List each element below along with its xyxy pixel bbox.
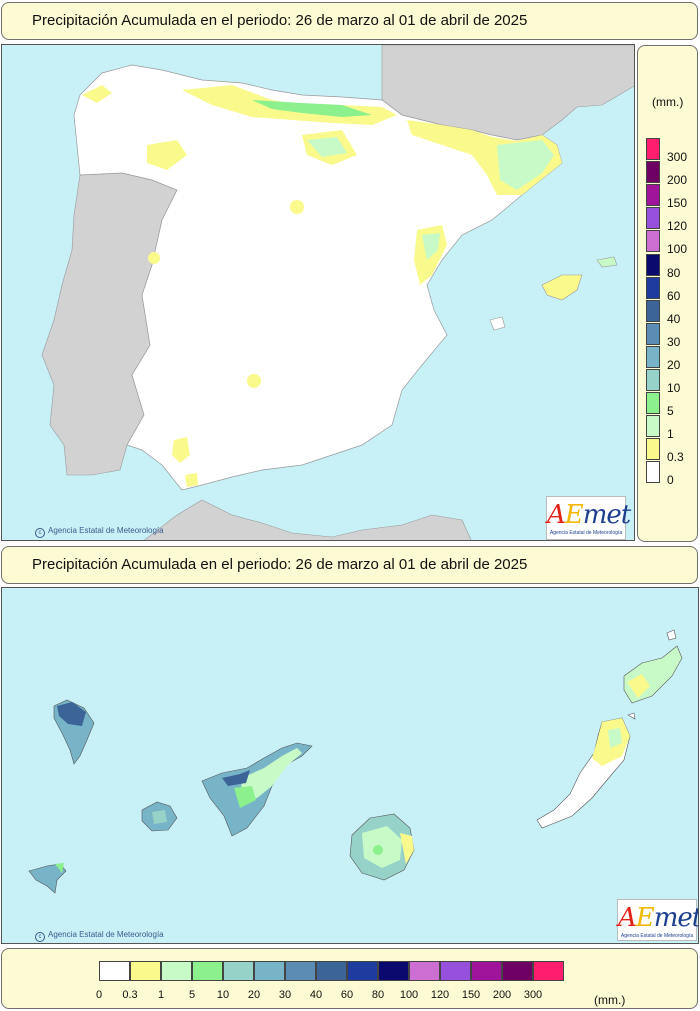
- legend-label: 300: [667, 150, 688, 164]
- legend-swatch: [533, 961, 564, 981]
- legend-swatch: [646, 369, 660, 391]
- legend-swatch: [440, 961, 471, 981]
- legend-label: 20: [667, 357, 681, 372]
- canarias-map-graphic: [28, 629, 683, 894]
- legend-swatch: [223, 961, 254, 981]
- legend-swatch: [646, 276, 660, 299]
- legend-swatch: [471, 961, 502, 981]
- legend-swatch: [192, 961, 223, 981]
- legend-label: 20: [247, 989, 261, 1001]
- legend-unit-horizontal: (mm.): [594, 993, 626, 1007]
- aemet-logo-canarias: AEmet Agencia Estatal de Meteorología: [617, 899, 698, 941]
- legend-label: 5: [667, 404, 674, 419]
- legend-swatch: [646, 253, 660, 276]
- legend-swatch: [646, 345, 660, 368]
- legend-label: 5: [188, 989, 196, 1001]
- legend-unit: (mm.): [652, 95, 684, 109]
- legend-label: 0.3: [667, 450, 684, 465]
- legend-label: 150: [461, 989, 481, 1001]
- legend-swatch: [646, 415, 660, 438]
- peninsula-map: c Agencia Estatal de Meteorología AEmet A…: [1, 44, 635, 541]
- legend-label: 1: [667, 427, 674, 442]
- legend-swatch: [646, 184, 660, 207]
- legend-label: 10: [216, 989, 230, 1001]
- legend-label: 80: [371, 989, 385, 1001]
- legend-label: 80: [667, 265, 681, 280]
- legend-label: 30: [278, 989, 292, 1001]
- legend-swatch: [646, 207, 660, 230]
- legend-label: 120: [430, 989, 450, 1001]
- peninsula-credit: c Agencia Estatal de Meteorología: [35, 526, 164, 538]
- legend-swatch: [646, 438, 660, 461]
- aemet-logo: AEmet Agencia Estatal de Meteorología: [546, 496, 631, 540]
- legend-swatch: [646, 322, 660, 345]
- legend-label: 150: [667, 196, 688, 211]
- legend-swatch: [646, 461, 660, 484]
- legend-label: 40: [309, 989, 323, 1001]
- legend-swatch: [347, 961, 378, 981]
- legend-label: 120: [667, 219, 688, 234]
- legend-label: 200: [667, 173, 688, 188]
- legend-swatch: [646, 299, 660, 322]
- legend-swatch: [316, 961, 347, 981]
- legend-label: 100: [399, 989, 419, 1001]
- legend-vertical: (mm.) 300 200 150 120 100 80 60 40 30 20 10 5 1 0.3 0: [637, 45, 698, 542]
- legend-swatch: [646, 392, 660, 415]
- legend-horizontal: 0 0.3 1 5 10 20 30 40 60 80 100 120 150 200 300 (mm.): [1, 948, 698, 1009]
- legend-label: 1: [157, 989, 165, 1001]
- canarias-credit: c Agencia Estatal de Meteorología: [35, 930, 164, 942]
- legend-swatch: [502, 961, 533, 981]
- canarias-map-title: Precipitación Acumulada en el periodo: 2…: [1, 546, 698, 584]
- legend-swatch: [409, 961, 440, 981]
- legend-label: 100: [667, 242, 688, 257]
- canarias-map: c Agencia Estatal de Meteorología AEmet A…: [1, 587, 699, 944]
- legend-label: 10: [667, 381, 681, 395]
- legend-label: 60: [340, 989, 354, 1001]
- legend-swatch: [161, 961, 192, 981]
- legend-label: 60: [667, 288, 681, 303]
- legend-swatch: [99, 961, 130, 981]
- legend-swatch: [254, 961, 285, 981]
- legend-label: 300: [523, 989, 543, 1001]
- legend-swatch: [646, 138, 660, 160]
- legend-swatch: [285, 961, 316, 981]
- legend-label: 30: [667, 334, 681, 349]
- legend-swatch: [130, 961, 161, 981]
- peninsula-map-title: Precipitación Acumulada en el periodo: 2…: [1, 2, 698, 40]
- legend-label: 0.3: [122, 989, 138, 1001]
- legend-label: 200: [492, 989, 512, 1001]
- legend-swatch: [378, 961, 409, 981]
- legend-swatch: [646, 161, 660, 184]
- legend-label: 0: [667, 473, 674, 488]
- legend-label: 40: [667, 311, 681, 326]
- peninsula-map-graphic: [41, 45, 634, 540]
- legend-label: 0: [95, 989, 103, 1001]
- legend-swatch: [646, 230, 660, 253]
